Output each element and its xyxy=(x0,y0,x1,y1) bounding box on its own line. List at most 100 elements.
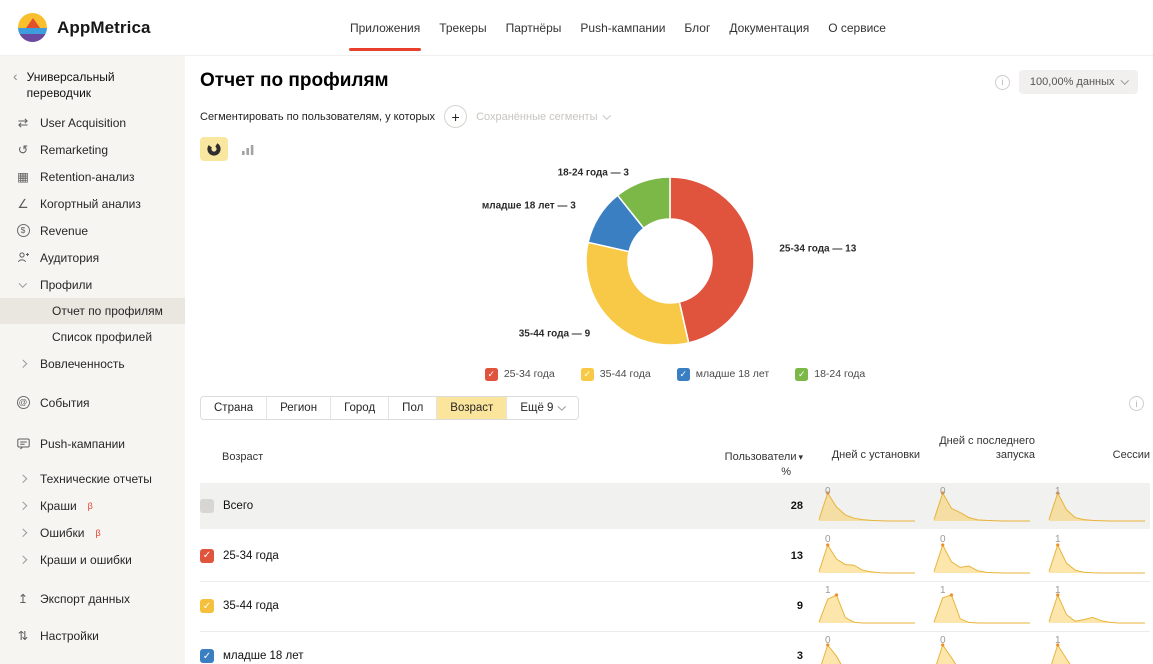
sidebar-item-краши-и-ошибки[interactable]: Краши и ошибки xyxy=(0,546,185,573)
pie-chart-toggle[interactable] xyxy=(200,137,228,161)
nav-item-о-сервисе[interactable]: О сервисе xyxy=(828,21,886,35)
sidebar-item-ошибки[interactable]: Ошибки β xyxy=(0,519,185,546)
sidebar-item-revenue[interactable]: $ Revenue xyxy=(0,217,185,244)
tab-label: Страна xyxy=(214,402,254,414)
legend-item-25-34-года[interactable]: ✓ 25-34 года xyxy=(484,365,555,383)
nav-item-партнёры[interactable]: Партнёры xyxy=(505,21,562,35)
sparkline-cell: 0 xyxy=(920,483,1035,529)
sort-desc-icon: ▾ xyxy=(798,451,803,462)
tab-пол[interactable]: Пол xyxy=(388,397,437,419)
donut-label: 25-34 года — 13 xyxy=(779,243,857,255)
sidebar-item-краши[interactable]: Краши β xyxy=(0,492,185,519)
column-header-users-pct: % xyxy=(781,465,791,478)
sparkline-value: 1 xyxy=(825,584,831,596)
sparkline-chart xyxy=(820,642,842,664)
tab-ещё-9[interactable]: Ещё 9 xyxy=(506,397,578,419)
saved-segments-dropdown[interactable]: Сохранённые сегменты xyxy=(476,111,611,123)
sidebar-item-технические-отчеты[interactable]: Технические отчеты xyxy=(0,465,185,492)
donut-chart: 25-34 года — 13 35-44 года — 9 младше 18 л… xyxy=(200,165,1150,357)
legend-checkbox-icon[interactable]: ✓ xyxy=(676,367,690,381)
chart-type-toggles xyxy=(200,137,1150,161)
donut-segment-0[interactable] xyxy=(669,176,755,344)
sidebar-item-label: Профили xyxy=(40,277,93,292)
nav-item-трекеры[interactable]: Трекеры xyxy=(439,21,487,35)
sparkline-chart xyxy=(818,490,915,522)
column-header-users[interactable]: Пользователи ▾ % xyxy=(724,450,803,478)
sparkline-cell: 1 xyxy=(1035,632,1150,664)
sidebar-item-label: Вовлеченность xyxy=(40,356,125,371)
row-checkbox[interactable]: ✓ xyxy=(200,548,214,563)
sidebar-item-user-acquisition[interactable]: ⇄ User Acquisition xyxy=(0,109,185,136)
nav-item-документация[interactable]: Документация xyxy=(729,21,810,35)
row-checkbox[interactable]: ✓ xyxy=(200,599,214,614)
beta-badge: β xyxy=(87,500,93,511)
dimension-tabs-row: Страна Регион Город Пол Возраст Ещё 9 i xyxy=(200,396,1150,420)
sparkline-chart xyxy=(818,592,915,624)
main-content: Отчет по профилям i 100,00% данных Сегме… xyxy=(185,56,1153,664)
column-header-sessions[interactable]: Сессии xyxy=(1112,449,1150,462)
page-title: Отчет по профилям xyxy=(200,70,389,91)
row-label: Всего xyxy=(223,499,254,512)
sidebar-item-label: Настройки xyxy=(40,628,99,643)
sidebar-item-когортный-анализ[interactable]: ∠ Когортный анализ xyxy=(0,190,185,217)
legend-label: 25-34 года xyxy=(503,368,555,380)
chevron-right-icon xyxy=(19,359,27,368)
legend-checkbox-icon[interactable]: ✓ xyxy=(484,367,498,381)
table-row-всего: Всего 28 0 0 1 xyxy=(200,482,1150,529)
donut-segment-1[interactable] xyxy=(585,241,690,346)
table-row-младше-18-лет: ✓ младше 18 лет 3 0 0 1 xyxy=(200,630,1150,664)
row-checkbox[interactable] xyxy=(200,498,214,513)
tab-возраст[interactable]: Возраст xyxy=(436,397,507,419)
legend-checkbox-icon[interactable]: ✓ xyxy=(580,367,594,381)
sidebar-item-настройки[interactable]: ⇅ Настройки xyxy=(0,622,185,649)
column-header-category[interactable]: Возраст xyxy=(222,450,264,463)
sparkline-value: 0 xyxy=(940,634,946,646)
legend-item-младше-18-лет[interactable]: ✓ младше 18 лет xyxy=(676,365,769,383)
column-header-days-since-install[interactable]: Дней с установки xyxy=(831,449,920,462)
sidebar-item-экспорт-данных[interactable]: ↥ Экспорт данных xyxy=(0,585,185,612)
table-row-35-44-года: ✓ 35-44 года 9 1 1 1 xyxy=(200,580,1150,631)
sidebar-item-label: Retention-анализ xyxy=(40,169,135,184)
legend-checkbox-icon[interactable]: ✓ xyxy=(795,367,809,381)
data-sampling-select[interactable]: 100,00% данных xyxy=(1018,70,1138,94)
sidebar-group: ⇅ Настройки xyxy=(0,622,185,649)
current-app-name: Универсальный переводчик xyxy=(26,70,115,101)
legend-item-35-44-года[interactable]: ✓ 35-44 года xyxy=(580,365,651,383)
chevron-down-icon xyxy=(19,279,27,288)
info-icon[interactable]: i xyxy=(994,74,1010,90)
sidebar-item-события[interactable]: @ События xyxy=(0,389,185,416)
tab-label: Регион xyxy=(280,402,318,414)
tab-город[interactable]: Город xyxy=(330,397,389,419)
tab-регион[interactable]: Регион xyxy=(266,397,331,419)
sparkline-cell: 0 xyxy=(805,632,920,664)
sidebar-item-retention-анализ[interactable]: ▦ Retention-анализ xyxy=(0,163,185,190)
sidebar-item-список-профилей[interactable]: Список профилей xyxy=(0,324,185,350)
sidebar-item-аудитория[interactable]: Аудитория xyxy=(0,244,185,271)
bar-chart-toggle[interactable] xyxy=(234,137,262,161)
sidebar-item-отчет-по-профилям[interactable]: Отчет по профилям xyxy=(0,298,185,325)
column-header-days-since-last-launch[interactable]: Дней с последнего запуска xyxy=(939,435,1035,462)
sidebar-item-remarketing[interactable]: ↺ Remarketing xyxy=(0,136,185,163)
beta-badge: β xyxy=(95,527,101,538)
nav-item-приложения[interactable]: Приложения xyxy=(349,0,422,56)
legend-item-18-24-года[interactable]: ✓ 18-24 года xyxy=(795,365,865,383)
user-acquisition-icon: ⇄ xyxy=(17,116,29,131)
report-table: Возраст Пользователи ▾ % Дней с установки… xyxy=(200,424,1150,664)
sparkline-chart xyxy=(935,642,957,664)
nav-item-push-кампании[interactable]: Push-кампании xyxy=(580,21,666,35)
sidebar-item-push-кампании[interactable]: Push-кампании xyxy=(0,430,185,457)
app-switcher[interactable]: ‹ Универсальный переводчик xyxy=(0,56,185,109)
sidebar-item-вовлеченность[interactable]: Вовлеченность xyxy=(0,350,185,377)
top-header: AppMetrica Приложения Трекеры Партнёры Push… xyxy=(0,0,1153,56)
nav-item-блог[interactable]: Блог xyxy=(684,21,711,35)
sidebar-item-профили[interactable]: Профили xyxy=(0,271,185,298)
sparkline-chart xyxy=(1048,490,1145,522)
add-segment-button[interactable]: + xyxy=(444,105,468,128)
chevron-down-icon xyxy=(558,402,567,411)
table-body: Всего 28 0 0 1 ✓ 25-34 года 13 0 0 1 ✓ 35-44 года 9 1 1… xyxy=(200,482,1150,664)
row-checkbox[interactable]: ✓ xyxy=(200,649,214,664)
donut-segment-3[interactable] xyxy=(616,176,671,230)
tab-страна[interactable]: Страна xyxy=(201,397,267,419)
table-info-icon[interactable]: i xyxy=(1129,396,1144,411)
brand[interactable]: AppMetrica xyxy=(18,13,151,42)
